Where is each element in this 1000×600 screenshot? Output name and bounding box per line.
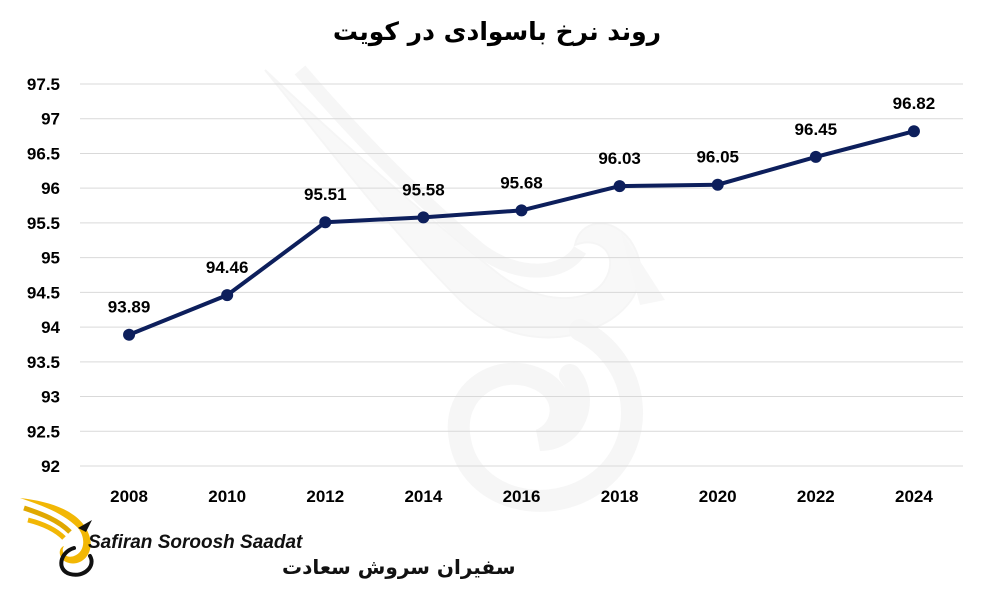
y-tick-label: 97 xyxy=(41,110,60,129)
data-point xyxy=(613,180,626,193)
y-tick-label: 93.5 xyxy=(27,353,60,372)
x-tick-label: 2018 xyxy=(601,487,639,506)
data-label: 95.51 xyxy=(304,185,347,204)
data-label: 96.45 xyxy=(795,120,838,139)
data-label: 93.89 xyxy=(108,298,151,317)
y-tick-label: 94 xyxy=(41,318,60,337)
data-labels: 93.89 94.46 95.51 95.58 95.68 96.03 96.05 96.45… xyxy=(108,94,935,317)
data-label: 95.58 xyxy=(402,180,445,199)
x-tick-label: 2016 xyxy=(503,487,541,506)
data-label: 96.82 xyxy=(893,94,936,113)
data-point xyxy=(515,204,528,217)
y-tick-label: 95.5 xyxy=(27,214,60,233)
data-label: 96.03 xyxy=(598,149,641,168)
data-label: 95.68 xyxy=(500,173,543,192)
y-tick-label: 95 xyxy=(41,249,60,268)
logo-name-en: Safiran Soroosh Saadat xyxy=(88,532,303,553)
y-tick-label: 94.5 xyxy=(27,283,60,302)
y-tick-label: 92 xyxy=(41,457,60,476)
x-tick-label: 2022 xyxy=(797,487,835,506)
x-tick-label: 2024 xyxy=(895,487,933,506)
x-axis-ticks: 2008 2010 2012 2014 2016 2018 2020 2022 2024 xyxy=(110,487,933,506)
company-logo: Safiran Soroosh Saadat سفیران سروش سعادت xyxy=(20,498,516,579)
x-tick-label: 2012 xyxy=(306,487,344,506)
x-tick-label: 2008 xyxy=(110,487,148,506)
data-point xyxy=(123,328,136,341)
data-point xyxy=(711,178,724,191)
y-tick-label: 96 xyxy=(41,179,60,198)
data-point xyxy=(221,289,234,302)
y-tick-label: 93 xyxy=(41,388,60,407)
x-tick-label: 2010 xyxy=(208,487,246,506)
data-point xyxy=(907,125,920,138)
y-tick-label: 96.5 xyxy=(27,144,60,163)
y-axis-ticks: 92 92.5 93 93.5 94 94.5 95 95.5 96 96.5 97 97.5 xyxy=(27,75,61,476)
y-tick-label: 97.5 xyxy=(27,75,60,94)
data-point xyxy=(417,211,430,224)
x-tick-label: 2014 xyxy=(404,487,442,506)
data-point xyxy=(319,216,332,229)
data-label: 94.46 xyxy=(206,258,249,277)
wing-bird-watermark-icon xyxy=(264,65,665,512)
wing-bird-logo-icon xyxy=(20,498,94,577)
chart-title: روند نرخ باسوادی در کویت xyxy=(333,17,661,47)
x-tick-label: 2020 xyxy=(699,487,737,506)
logo-name-fa: سفیران سروش سعادت xyxy=(282,555,516,579)
data-points xyxy=(123,125,920,341)
data-label: 96.05 xyxy=(696,148,739,167)
y-tick-label: 92.5 xyxy=(27,422,60,441)
data-point xyxy=(809,150,822,163)
